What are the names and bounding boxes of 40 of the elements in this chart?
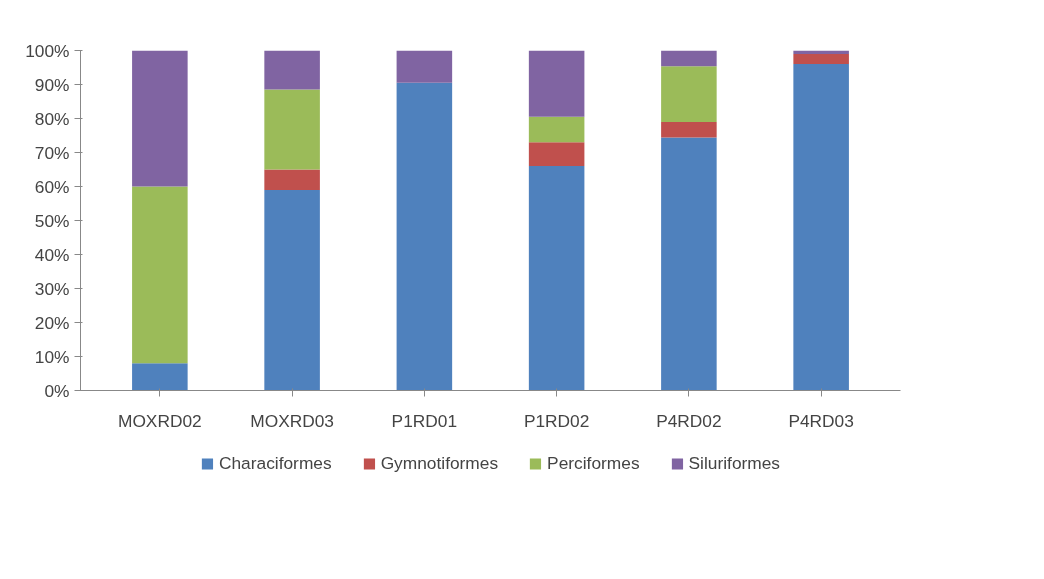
bar <box>396 50 453 83</box>
bar <box>661 121 717 138</box>
bar <box>793 53 849 65</box>
bar <box>528 166 585 391</box>
y-tick-label: 60% <box>34 176 70 197</box>
y-tick-label: 30% <box>34 278 70 299</box>
y-tick-label: 0% <box>44 380 70 401</box>
bar <box>264 189 320 391</box>
y-tick-label: 20% <box>34 312 70 333</box>
y-tick-label: 80% <box>34 108 70 129</box>
bar <box>132 186 188 364</box>
legend-label: Siluriformes <box>688 452 781 474</box>
bar <box>264 89 320 170</box>
y-tick-label: 40% <box>34 244 70 265</box>
legend-label: Gymnotiformes <box>380 452 499 474</box>
y-tick-label: 90% <box>34 74 70 95</box>
y-tick-label: 100% <box>25 40 70 61</box>
bar <box>661 66 717 122</box>
bar <box>528 142 585 167</box>
bar <box>661 137 717 391</box>
y-tick-label: 70% <box>34 142 70 163</box>
bar <box>132 50 188 187</box>
bar <box>396 82 453 391</box>
bar <box>793 64 849 391</box>
bar <box>528 50 585 117</box>
bar <box>661 50 717 67</box>
x-tick-label: MOXRD02 <box>117 410 202 431</box>
bar <box>264 50 320 90</box>
bar <box>528 116 585 143</box>
y-tick-label: 10% <box>34 346 70 367</box>
legend-label: Perciformes <box>547 452 640 474</box>
x-tick-label: P4RD03 <box>788 410 854 431</box>
x-tick-label: P4RD02 <box>656 410 722 431</box>
x-tick-label: P1RD01 <box>391 410 458 431</box>
x-tick-label: MOXRD03 <box>250 410 335 431</box>
bar <box>132 363 188 391</box>
y-tick-label: 50% <box>34 210 70 231</box>
x-tick-label: P1RD02 <box>523 410 590 431</box>
legend-label: Characiformes <box>218 452 332 474</box>
bar <box>264 169 320 190</box>
